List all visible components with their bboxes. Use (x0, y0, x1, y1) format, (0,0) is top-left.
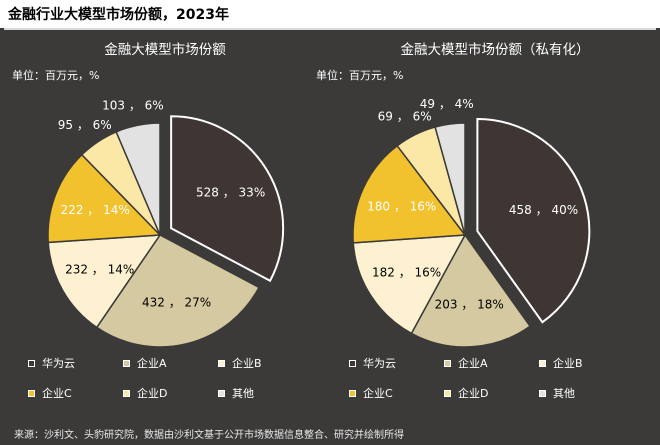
legend-item: 企业D (444, 385, 488, 401)
legend-label: 企业C (363, 387, 393, 400)
data-label: 49 ， 4% (420, 97, 474, 111)
legend-label: 企业D (137, 387, 168, 400)
legend-label: 企业B (553, 357, 583, 370)
legend-item: 其他 (539, 385, 575, 401)
source-note: 来源：沙利文、头豹研究院，数据由沙利文基于公开市场数据信息整合、研究并绘制所得 (14, 430, 404, 441)
legend-item: 企业B (218, 355, 262, 371)
legend-item: 华为云 (28, 355, 75, 371)
chart-title: 金融大模型市场份额 (104, 42, 226, 58)
legend-label: 其他 (553, 387, 575, 400)
legend-label: 企业B (232, 357, 262, 370)
legend-swatch (28, 359, 35, 367)
legend-label: 企业C (42, 387, 72, 400)
data-label: 180 ， 16% (367, 199, 436, 213)
legend-label: 企业A (137, 357, 167, 370)
legend-swatch (349, 389, 356, 397)
legend-swatch (539, 359, 546, 367)
legend-swatch (28, 389, 35, 397)
data-label: 95 ， 6% (58, 118, 112, 132)
legend-swatch (123, 359, 130, 367)
pie-slice-company-b (47, 234, 162, 329)
legend-swatch (444, 389, 451, 397)
legend-item: 企业C (349, 385, 393, 401)
pie-chart-overall: 528 ， 33% 432 ， 27% 232 ， 14% 222 ， 14% 95 ，… (47, 99, 285, 348)
legend-overall: 华为云 企业A 企业B 企业C 企业D 其他 (28, 355, 318, 407)
legend-item: 企业C (28, 385, 72, 401)
pie-slice-huawei-cloud (476, 118, 591, 324)
legend-item: 企业A (123, 355, 167, 371)
data-label: 69 ， 6% (378, 110, 432, 124)
pie-slice-other (115, 122, 161, 236)
pie-slice-company-b (352, 234, 467, 335)
legend-swatch (218, 359, 225, 367)
legend-item: 企业B (539, 355, 583, 371)
legend-item: 华为云 (349, 355, 396, 371)
data-label: 203 ， 18% (435, 297, 504, 311)
chart-title: 金融大模型市场份额（私有化） (400, 42, 590, 58)
legend-label: 企业D (458, 387, 489, 400)
data-label: 528 ， 33% (196, 185, 265, 199)
pie-slice-company-a (95, 234, 260, 348)
legend-item: 企业A (444, 355, 488, 371)
legend-private: 华为云 企业A 企业B 企业C 企业D 其他 (349, 355, 639, 407)
pie-chart-private: 458 ， 40% 203 ， 18% 182 ， 16% 180 ， 16% 69 ，… (352, 97, 591, 348)
pie-slice-other (434, 122, 466, 236)
legend-swatch (444, 359, 451, 367)
page-title: 金融行业大模型市场份额，2023年 (8, 7, 229, 23)
legend-swatch (123, 389, 130, 397)
legend-label: 企业A (458, 357, 488, 370)
legend-label: 华为云 (42, 357, 75, 370)
data-label: 432 ， 27% (142, 295, 211, 309)
legend-swatch (218, 389, 225, 397)
chart-panel-private: 金融大模型市场份额（私有化） 单位：百万元，% 458 ， 40% 203 ， 1… (316, 30, 660, 382)
data-label: 232 ， 14% (65, 262, 134, 276)
header-bar: 金融行业大模型市场份额，2023年 (0, 0, 660, 28)
pie-slice-huawei-cloud (170, 115, 285, 283)
data-label: 458 ， 40% (509, 203, 578, 217)
header-divider (4, 28, 656, 30)
legend-item: 企业D (123, 385, 167, 401)
unit-label: 单位：百万元，% (12, 69, 100, 82)
unit-label: 单位：百万元，% (316, 69, 404, 82)
pie-slice-company-c (352, 144, 467, 244)
data-label: 222 ， 14% (61, 203, 130, 217)
pie-slice-company-a (410, 233, 532, 348)
legend-swatch (349, 359, 356, 367)
legend-swatch (539, 389, 546, 397)
legend-label: 华为云 (363, 357, 396, 370)
legend-item: 其他 (218, 385, 254, 401)
legend-label: 其他 (232, 387, 254, 400)
pie-slice-company-c (47, 153, 162, 244)
data-label: 103 ， 6% (102, 99, 164, 113)
chart-panel-overall: 金融大模型市场份额 单位：百万元，% 528 ， 33% 432 ， 27% 232… (0, 30, 330, 382)
data-label: 182 ， 16% (372, 266, 441, 280)
